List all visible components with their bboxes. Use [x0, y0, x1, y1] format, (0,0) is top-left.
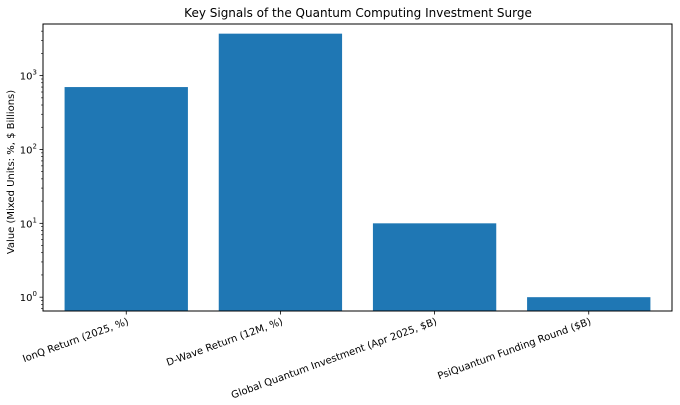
x-tick-label: IonQ Return (2025, %): [21, 316, 130, 365]
x-tick-label: D-Wave Return (12M, %): [165, 316, 284, 368]
x-tick-label: PsiQuantum Funding Round ($B): [436, 316, 592, 382]
plot-area-frame: [42, 23, 673, 312]
y-tick-label: 101: [20, 216, 37, 230]
bars-group: [64, 33, 651, 311]
y-tick-label: 100: [20, 290, 37, 304]
bar: [527, 297, 651, 311]
chart-title: Key Signals of the Quantum Computing Inv…: [184, 6, 532, 20]
bar: [372, 223, 497, 311]
y-axis-ticks: 100 101 102 103: [20, 30, 43, 309]
y-tick-label: 103: [20, 69, 37, 83]
bar: [218, 33, 343, 311]
bar: [64, 87, 188, 311]
x-axis-ticks: IonQ Return (2025, %) D-Wave Return (12M,…: [21, 311, 593, 401]
y-axis-label: Value (Mixed Units: %, $ Billions): [6, 90, 17, 254]
y-tick-label: 102: [20, 142, 37, 156]
